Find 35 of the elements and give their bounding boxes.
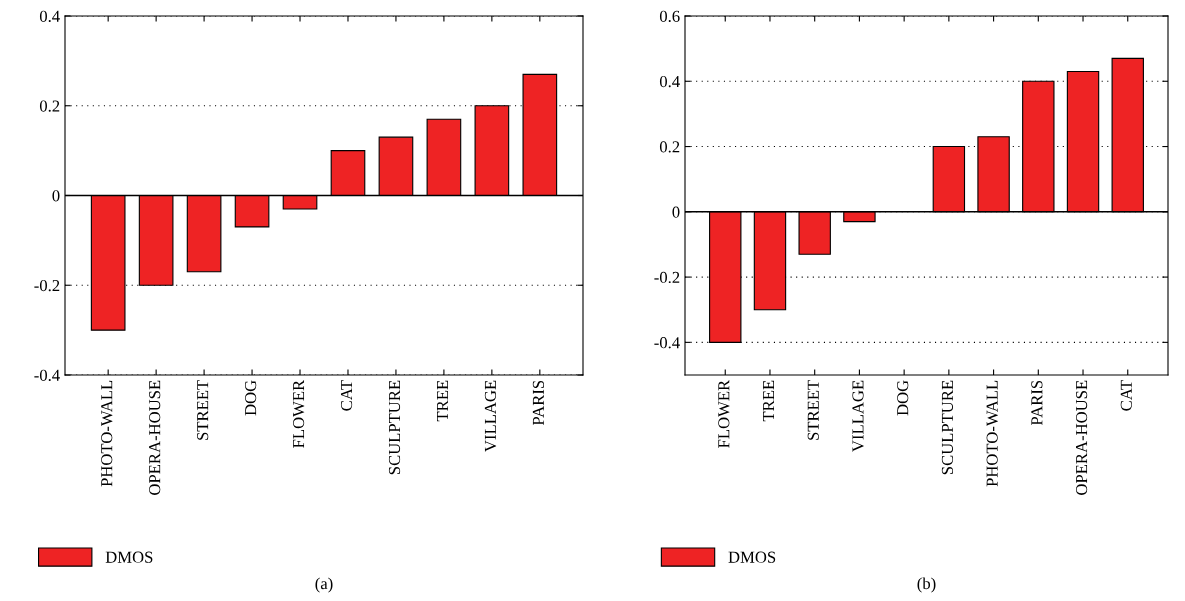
y-tick-label: 0 xyxy=(672,206,680,218)
x-tick-label: CAT xyxy=(1120,380,1132,411)
y-tick-label: 0.4 xyxy=(659,75,680,88)
text: (a) xyxy=(315,577,333,593)
y-tick-label: 0 xyxy=(52,190,60,202)
x-tick-label: FLOWER xyxy=(292,379,305,448)
legend-label: DMOS xyxy=(728,551,776,563)
x-tick-label: STREET xyxy=(197,380,209,440)
legend-label: DMOS xyxy=(105,551,153,563)
x-tick-label: DOG xyxy=(245,380,257,416)
x-tick-label: PARIS xyxy=(1031,380,1043,426)
x-tick-label: CAT xyxy=(340,380,353,411)
x-tick-label: OPERA-HOUSE xyxy=(149,380,161,495)
x-tick-label: DOG xyxy=(897,380,909,416)
x-tick-label: TREE xyxy=(763,380,774,422)
x-tick-label: STREET xyxy=(807,380,819,440)
x-tick-label: PARIS xyxy=(532,380,545,426)
x-tick-label: TREE xyxy=(437,380,448,422)
y-tick-label: 0.6 xyxy=(659,10,680,23)
y-tick-label: 0.2 xyxy=(659,141,680,153)
y-tick-label: -0.4 xyxy=(654,337,680,349)
x-tick-label: SCULPTURE xyxy=(388,380,401,475)
y-tick-label: 0.4 xyxy=(39,10,60,23)
x-tick-label: OPERA-HOUSE xyxy=(1076,380,1088,495)
x-tick-label: PHOTO-WALL xyxy=(101,380,113,487)
x-tick-label: VILLAGE xyxy=(852,380,864,452)
x-tick-label: VILLAGE xyxy=(484,380,497,452)
y-tick-label: 0.2 xyxy=(39,100,60,112)
x-tick-label: SCULPTURE xyxy=(941,380,954,475)
x-tick-label: FLOWER xyxy=(718,379,730,448)
x-tick-label: PHOTO-WALL xyxy=(986,380,998,487)
y-tick-label: -0.2 xyxy=(654,271,680,284)
text: (b) xyxy=(917,577,936,593)
y-tick-label: -0.2 xyxy=(34,279,60,292)
y-tick-label: -0.4 xyxy=(34,369,60,382)
